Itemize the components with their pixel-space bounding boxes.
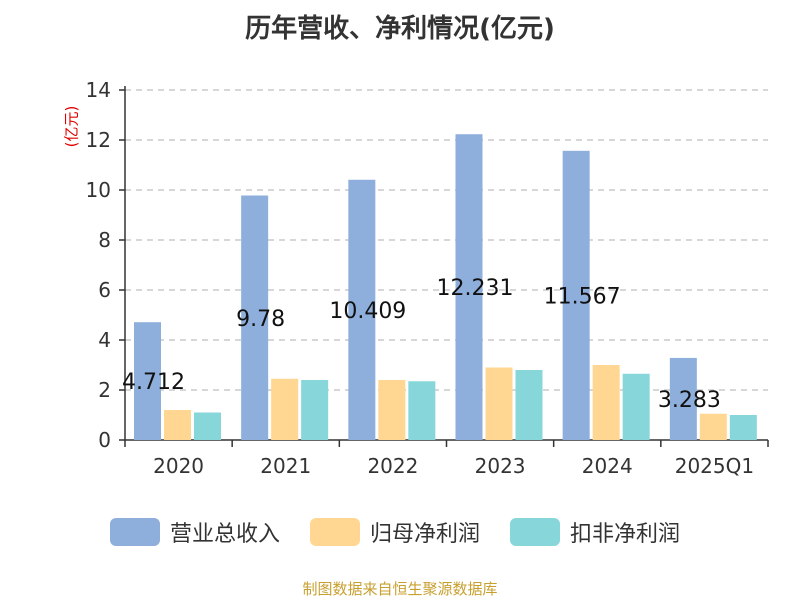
- x-tick-label: 2023: [475, 454, 526, 478]
- legend-swatch-deducted-net-profit: [510, 518, 560, 546]
- legend-label-deducted-net-profit: 扣非净利润: [570, 522, 681, 547]
- legend-swatch-revenue: [110, 518, 160, 546]
- chart-title: 历年营收、净利情况(亿元): [245, 14, 555, 44]
- legend-item-revenue[interactable]: 营业总收入: [110, 516, 280, 548]
- data-label-revenue: 10.409: [329, 299, 406, 324]
- legend-label-revenue: 营业总收入: [170, 522, 281, 547]
- bar-revenue: [348, 179, 376, 440]
- x-tick-label: 2024: [582, 454, 633, 478]
- data-label-revenue: 12.231: [437, 276, 514, 301]
- x-tick-label: 2025Q1: [675, 454, 754, 478]
- bar-deducted-net-profit: [301, 380, 329, 440]
- bars-layer: [134, 134, 757, 440]
- data-label-revenue: 11.567: [544, 284, 621, 309]
- x-tick-label: 2021: [260, 454, 311, 478]
- bar-revenue: [134, 322, 161, 440]
- y-tick-label: 10: [86, 178, 111, 202]
- legend-label-net-profit: 归母净利润: [370, 522, 481, 547]
- data-label-revenue: 4.712: [122, 370, 185, 395]
- axis-layer: 0 2 4 6 8 10 12 14 2020 2021 2022 2023 2024 2025Q1: [86, 78, 769, 478]
- y-tick-label: 14: [86, 78, 111, 102]
- data-label-revenue: 3.283: [658, 388, 721, 413]
- bar-deducted-net-profit: [515, 370, 543, 440]
- legend: 营业总收入 归母净利润 扣非净利润: [0, 516, 800, 556]
- bar-deducted-net-profit: [194, 412, 221, 440]
- bar-net-profit: [485, 367, 513, 440]
- bar-revenue: [562, 150, 590, 440]
- bar-net-profit: [378, 380, 406, 440]
- bar-net-profit: [592, 365, 620, 440]
- data-label-revenue: 9.78: [236, 307, 285, 332]
- data-source-note: 制图数据来自恒生聚源数据库: [302, 580, 498, 598]
- bar-revenue: [455, 134, 483, 440]
- x-tick-label: 2020: [153, 454, 204, 478]
- y-tick-label: 4: [98, 328, 111, 352]
- bar-revenue: [669, 357, 697, 440]
- labels-layer: 4.712 9.78 10.409 12.231 11.567 3.283: [122, 276, 721, 413]
- bar-net-profit: [271, 378, 299, 440]
- x-tick-label: 2022: [367, 454, 418, 478]
- y-tick-label: 0: [98, 428, 111, 452]
- y-tick-label: 8: [98, 228, 111, 252]
- y-tick-label: 2: [98, 378, 111, 402]
- legend-item-deducted-net-profit[interactable]: 扣非净利润: [510, 516, 680, 548]
- bar-net-profit: [699, 413, 727, 440]
- bar-deducted-net-profit: [408, 381, 436, 440]
- y-tick-label: 12: [86, 128, 111, 152]
- bar-deducted-net-profit: [729, 415, 757, 440]
- legend-item-net-profit[interactable]: 归母净利润: [310, 516, 480, 548]
- bar-net-profit: [164, 410, 191, 440]
- grid-layer: [125, 89, 768, 391]
- bar-revenue: [241, 195, 269, 440]
- legend-swatch-net-profit: [310, 518, 360, 546]
- y-tick-label: 6: [98, 278, 111, 302]
- bar-deducted-net-profit: [622, 373, 650, 440]
